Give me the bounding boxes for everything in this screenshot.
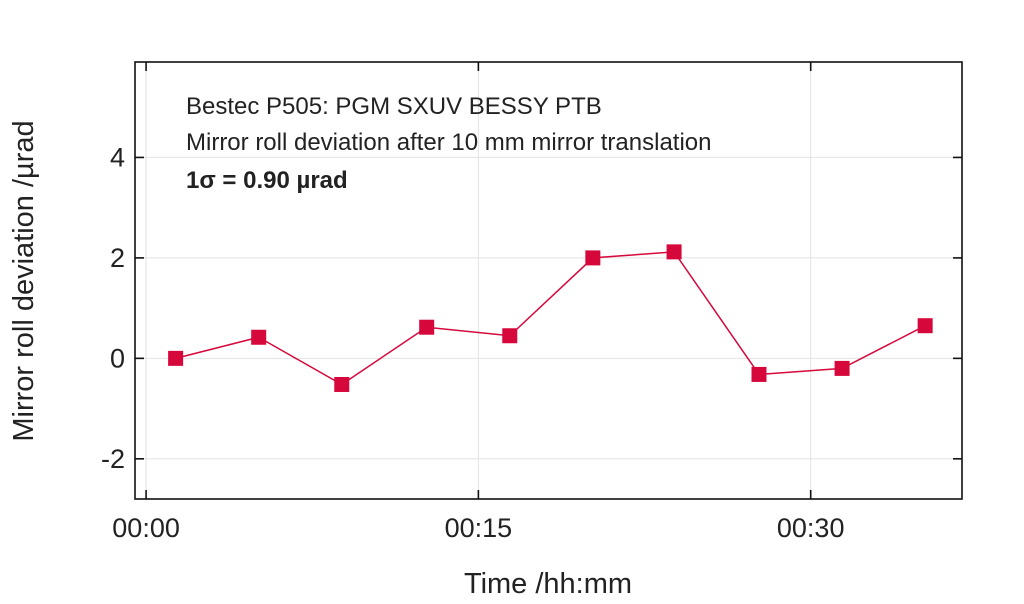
data-point [419, 319, 435, 335]
y-tick-label: 4 [110, 142, 125, 172]
grid [135, 62, 962, 499]
y-axis-title: Mirror roll deviation /µrad [8, 120, 40, 441]
data-point [666, 244, 682, 260]
x-tick-label: 00:30 [777, 513, 845, 543]
y-tick-label: 0 [110, 343, 125, 373]
annotation-sigma: 1σ = 0.90 µrad [186, 167, 348, 194]
y-tick-label: -2 [101, 444, 125, 474]
x-tick-label: 00:00 [112, 513, 180, 543]
annotation-instrument: Bestec P505: PGM SXUV BESSY PTB [186, 93, 602, 120]
plot-frame [134, 61, 963, 500]
x-axis-title: Time /hh:mm [464, 568, 632, 600]
axis-ticks: -2 0 2 4 00:00 00:15 00:30 [101, 62, 962, 543]
data-point [834, 360, 850, 376]
data-point [585, 250, 601, 266]
data-point [751, 366, 767, 382]
data-point [168, 350, 184, 366]
series-line [175, 251, 926, 386]
data-point [917, 318, 933, 334]
y-tick-label: 2 [110, 243, 125, 273]
data-point [334, 376, 350, 392]
data-point [502, 328, 518, 344]
data-series [168, 244, 933, 392]
annotation-description: Mirror roll deviation after 10 mm mirror… [186, 129, 711, 156]
x-tick-label: 00:15 [445, 513, 513, 543]
data-point [251, 329, 267, 345]
